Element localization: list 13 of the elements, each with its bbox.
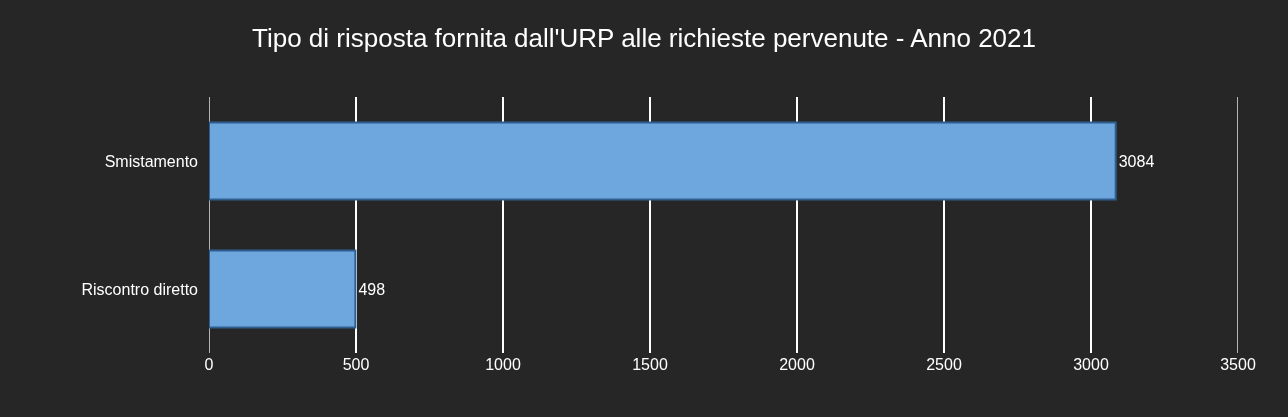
x-tick-label: 500 (342, 356, 370, 373)
x-tick-label: 3000 (1073, 356, 1109, 373)
x-tick-label: 1000 (485, 356, 521, 373)
y-tick-label: Smistamento (104, 152, 199, 170)
x-tick-label: 3500 (1220, 356, 1256, 373)
x-tick-label: 2000 (779, 356, 815, 373)
y-tick-label: Riscontro diretto (81, 280, 199, 298)
x-tick-label: 1500 (632, 356, 668, 373)
chart-title: Tipo di risposta fornita dall'URP alle richieste pervenute - Anno 2021 (252, 23, 1036, 54)
data-label: 3084 (1118, 152, 1155, 170)
x-tick-label: 2500 (926, 356, 962, 373)
x-tick-label: 0 (204, 356, 214, 373)
data-label: 498 (358, 280, 386, 298)
